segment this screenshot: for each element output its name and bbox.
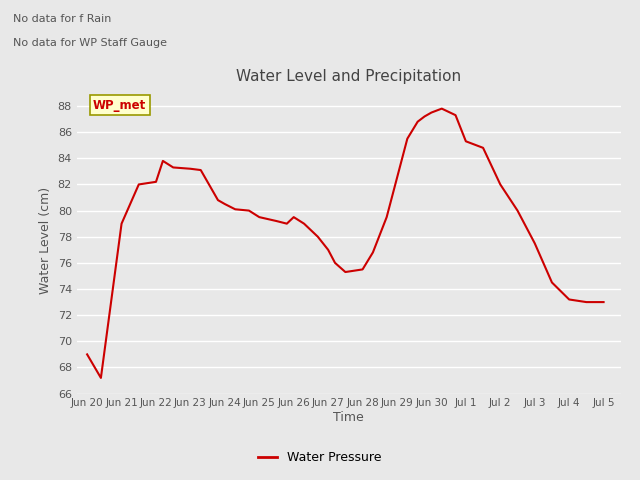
Text: WP_met: WP_met [93, 99, 147, 112]
Y-axis label: Water Level (cm): Water Level (cm) [39, 186, 52, 294]
Title: Water Level and Precipitation: Water Level and Precipitation [236, 69, 461, 84]
Text: No data for f Rain: No data for f Rain [13, 14, 111, 24]
X-axis label: Time: Time [333, 411, 364, 424]
Text: No data for WP Staff Gauge: No data for WP Staff Gauge [13, 38, 167, 48]
Legend: Water Pressure: Water Pressure [253, 446, 387, 469]
